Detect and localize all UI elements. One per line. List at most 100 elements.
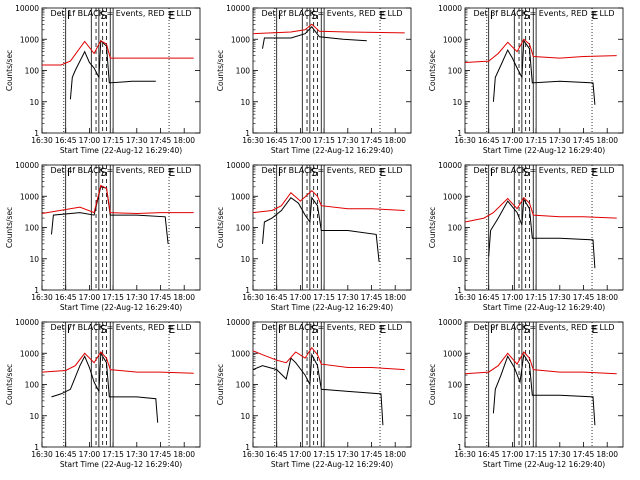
- x-tick-label: 17:45: [361, 293, 383, 302]
- event-marker-E: E: [591, 323, 598, 336]
- series-black: [69, 39, 156, 100]
- x-tick-label: 17:00: [502, 450, 524, 459]
- x-tick-label: 17:15: [313, 450, 335, 459]
- x-tick-label: 16:45: [55, 136, 77, 145]
- event-marker-E: E: [591, 166, 598, 179]
- x-axis-label: Start Time (22-Aug-12 16:29:40): [483, 303, 605, 312]
- x-tick-label: 17:45: [361, 450, 383, 459]
- y-tick-label: 1000: [443, 192, 462, 201]
- y-axis-label: Counts/sec: [428, 50, 437, 91]
- series-black: [492, 353, 596, 426]
- x-tick-label: 18:00: [384, 136, 406, 145]
- x-tick-label: 17:00: [290, 136, 312, 145]
- x-tick-label: 17:00: [79, 136, 101, 145]
- series-red: [41, 184, 194, 215]
- y-tick-label: 100: [25, 224, 40, 233]
- y-tick-label: 10000: [226, 4, 250, 13]
- x-tick-label: 17:30: [549, 136, 571, 145]
- y-axis-label: Counts/sec: [216, 50, 225, 91]
- x-tick-label: 17:15: [525, 450, 547, 459]
- y-tick-label: 1: [245, 129, 250, 138]
- x-tick-label: 18:00: [173, 293, 195, 302]
- y-tick-label: 1000: [443, 349, 462, 358]
- y-tick-label: 1000: [20, 35, 39, 44]
- event-marker-S: S: [100, 323, 107, 336]
- series-black: [488, 197, 596, 269]
- x-tick-label: 16:30: [31, 293, 53, 302]
- y-tick-label: 10000: [226, 318, 250, 327]
- x-axis-label: Start Time (22-Aug-12 16:29:40): [60, 460, 182, 469]
- x-tick-label: 16:30: [31, 450, 53, 459]
- x-tick-label: 17:45: [573, 293, 595, 302]
- panel-title: Det 3f BLACK = Events, RED = LLD: [473, 9, 614, 18]
- y-tick-label: 10: [240, 255, 250, 264]
- y-tick-label: 100: [448, 224, 463, 233]
- x-axis-label: Start Time (22-Aug-12 16:29:40): [271, 460, 393, 469]
- panel-title: Det 9f BLACK = Events, RED = LLD: [473, 323, 614, 332]
- x-tick-label: 16:30: [242, 136, 264, 145]
- y-tick-label: 10: [452, 255, 462, 264]
- event-marker-S: S: [311, 323, 318, 336]
- y-tick-label: 1000: [231, 35, 250, 44]
- x-axis-label: Start Time (22-Aug-12 16:29:40): [271, 303, 393, 312]
- y-axis-label: Counts/sec: [216, 364, 225, 405]
- panel-title: Det 1f BLACK = Events, RED = LLD: [50, 9, 191, 18]
- x-tick-label: 16:45: [266, 136, 288, 145]
- x-tick-label: 17:30: [549, 293, 571, 302]
- y-axis-label: Counts/sec: [428, 207, 437, 248]
- y-tick-label: 1000: [231, 192, 250, 201]
- event-marker-E: E: [379, 166, 386, 179]
- y-axis-label: Counts/sec: [428, 364, 437, 405]
- series-red: [252, 346, 405, 371]
- x-tick-label: 17:45: [573, 450, 595, 459]
- x-tick-label: 17:15: [102, 136, 124, 145]
- x-axis-label: Start Time (22-Aug-12 16:29:40): [60, 303, 182, 312]
- x-axis-label: Start Time (22-Aug-12 16:29:40): [483, 146, 605, 155]
- event-marker-E: E: [168, 323, 175, 336]
- x-tick-label: 17:30: [126, 136, 148, 145]
- x-tick-label: 17:15: [525, 293, 547, 302]
- x-tick-label: 16:30: [454, 450, 476, 459]
- y-tick-label: 10: [452, 98, 462, 107]
- x-tick-label: 16:45: [55, 293, 77, 302]
- y-tick-label: 10000: [226, 161, 250, 170]
- x-tick-label: 18:00: [384, 450, 406, 459]
- y-tick-label: 10000: [438, 4, 462, 13]
- x-tick-label: 17:00: [502, 136, 524, 145]
- panel-title: Det 5f BLACK = Events, RED = LLD: [261, 166, 402, 175]
- x-tick-label: 17:15: [525, 136, 547, 145]
- x-tick-label: 17:30: [126, 450, 148, 459]
- event-marker-S: S: [311, 166, 318, 179]
- series-red: [252, 23, 405, 35]
- y-tick-label: 10000: [15, 161, 39, 170]
- x-tick-label: 16:45: [55, 450, 77, 459]
- panel-title: Det 2f BLACK = Events, RED = LLD: [261, 9, 402, 18]
- x-tick-label: 16:45: [266, 293, 288, 302]
- event-marker-E: E: [168, 166, 175, 179]
- series-black: [492, 39, 596, 105]
- y-tick-label: 100: [236, 381, 251, 390]
- y-tick-label: 1000: [20, 349, 39, 358]
- series-red: [42, 39, 194, 66]
- x-tick-label: 16:45: [266, 450, 288, 459]
- x-axis-label: Start Time (22-Aug-12 16:29:40): [483, 460, 605, 469]
- y-tick-label: 100: [236, 67, 251, 76]
- panel-title: Det 7f BLACK = Events, RED = LLD: [50, 323, 191, 332]
- y-tick-label: 10000: [438, 318, 462, 327]
- series-black: [262, 196, 380, 262]
- x-tick-label: 17:00: [290, 450, 312, 459]
- x-tick-label: 17:45: [573, 136, 595, 145]
- x-axis-label: Start Time (22-Aug-12 16:29:40): [60, 146, 182, 155]
- event-marker-I: I: [278, 166, 281, 179]
- x-tick-label: 16:30: [242, 450, 264, 459]
- event-marker-S: S: [100, 166, 107, 179]
- event-marker-I: I: [67, 9, 70, 22]
- y-tick-label: 1: [34, 443, 39, 452]
- x-tick-label: 16:30: [31, 136, 53, 145]
- x-tick-label: 16:45: [478, 136, 500, 145]
